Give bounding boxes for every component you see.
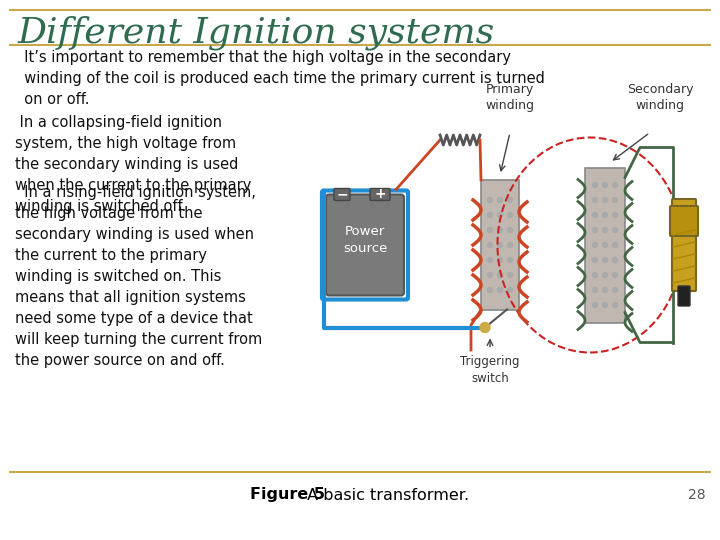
Text: +: +	[374, 187, 386, 201]
Circle shape	[613, 227, 618, 233]
Circle shape	[603, 273, 608, 278]
Circle shape	[613, 302, 618, 307]
FancyBboxPatch shape	[678, 286, 690, 306]
Circle shape	[508, 242, 513, 247]
Text: Power
source: Power source	[343, 225, 387, 255]
Text: In a rising-field ignition system,
the high voltage from the
secondary winding i: In a rising-field ignition system, the h…	[15, 185, 262, 368]
Circle shape	[593, 258, 598, 262]
FancyBboxPatch shape	[326, 194, 404, 295]
FancyBboxPatch shape	[670, 206, 698, 236]
Circle shape	[508, 287, 513, 293]
Circle shape	[498, 242, 503, 247]
Circle shape	[487, 213, 492, 218]
Circle shape	[508, 227, 513, 233]
Circle shape	[613, 242, 618, 247]
FancyBboxPatch shape	[334, 188, 350, 200]
Circle shape	[508, 258, 513, 262]
Circle shape	[603, 258, 608, 262]
Circle shape	[487, 273, 492, 278]
Bar	[481, 180, 519, 310]
Text: Primary
winding: Primary winding	[485, 84, 534, 112]
Circle shape	[498, 273, 503, 278]
Circle shape	[593, 273, 598, 278]
Circle shape	[603, 183, 608, 187]
Text: −: −	[336, 187, 348, 201]
Circle shape	[593, 183, 598, 187]
Circle shape	[487, 287, 492, 293]
Circle shape	[498, 227, 503, 233]
Circle shape	[498, 198, 503, 202]
Circle shape	[487, 227, 492, 233]
Bar	[585, 167, 625, 322]
Circle shape	[498, 287, 503, 293]
Circle shape	[593, 213, 598, 218]
Circle shape	[603, 227, 608, 233]
Text: Triggering
switch: Triggering switch	[460, 355, 520, 384]
Text: It’s important to remember that the high voltage in the secondary
  winding of t: It’s important to remember that the high…	[15, 50, 545, 107]
Circle shape	[613, 213, 618, 218]
Circle shape	[593, 287, 598, 293]
Text: Different Ignition systems: Different Ignition systems	[18, 15, 495, 50]
Text: A basic transformer.: A basic transformer.	[302, 488, 469, 503]
Text: 28: 28	[688, 488, 706, 502]
Circle shape	[593, 242, 598, 247]
Circle shape	[487, 242, 492, 247]
Circle shape	[613, 287, 618, 293]
Circle shape	[498, 258, 503, 262]
Circle shape	[508, 273, 513, 278]
Circle shape	[613, 198, 618, 202]
Circle shape	[603, 242, 608, 247]
Circle shape	[498, 213, 503, 218]
Text: Figure 5: Figure 5	[250, 488, 325, 503]
Circle shape	[603, 213, 608, 218]
Circle shape	[487, 258, 492, 262]
Circle shape	[603, 287, 608, 293]
Circle shape	[593, 227, 598, 233]
FancyBboxPatch shape	[672, 199, 696, 291]
Text: In a collapsing-field ignition
system, the high voltage from
the secondary windi: In a collapsing-field ignition system, t…	[15, 115, 251, 214]
Circle shape	[487, 198, 492, 202]
Circle shape	[593, 302, 598, 307]
Circle shape	[613, 258, 618, 262]
Circle shape	[603, 198, 608, 202]
Text: Secondary
winding: Secondary winding	[626, 84, 693, 112]
Circle shape	[613, 273, 618, 278]
Circle shape	[593, 198, 598, 202]
Circle shape	[508, 213, 513, 218]
Circle shape	[613, 183, 618, 187]
Circle shape	[508, 198, 513, 202]
Circle shape	[603, 302, 608, 307]
FancyBboxPatch shape	[370, 188, 390, 200]
Circle shape	[480, 322, 490, 333]
